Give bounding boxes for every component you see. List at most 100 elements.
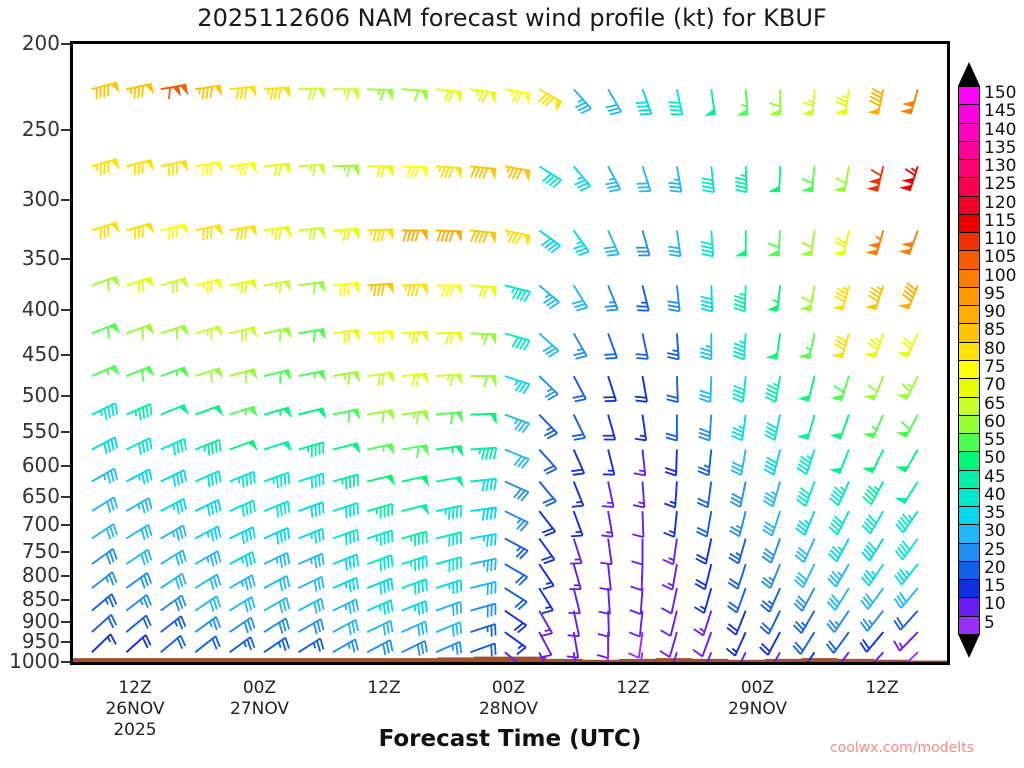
wind-barb <box>263 471 291 489</box>
barb-half <box>834 620 840 627</box>
wind-barb <box>91 613 118 633</box>
barb-full <box>694 582 706 591</box>
wind-barb <box>332 473 359 490</box>
wind-barb <box>229 368 258 383</box>
wind-barb <box>125 614 152 633</box>
wind-barb <box>263 596 291 614</box>
wind-barb <box>401 410 429 424</box>
wind-barb <box>195 84 223 100</box>
barb-full <box>700 241 713 246</box>
barb-staff <box>160 549 184 565</box>
barb-full <box>402 230 408 242</box>
wind-barb <box>829 481 850 506</box>
barb-full <box>279 371 282 384</box>
barb-half <box>546 387 553 393</box>
barb-full <box>211 638 218 650</box>
barb-full <box>445 332 450 345</box>
wind-barb <box>672 652 678 662</box>
wind-barb <box>160 159 189 176</box>
barb-pennant <box>897 303 911 310</box>
wind-barb <box>694 563 713 591</box>
barb-full <box>424 621 428 633</box>
wind-barb <box>401 530 428 547</box>
barb-pennant <box>797 395 810 402</box>
wind-barb <box>728 538 747 565</box>
barb-half <box>738 425 745 430</box>
colorbar-under-arrow <box>958 634 980 658</box>
barb-full <box>662 558 674 566</box>
barb-full <box>482 231 489 244</box>
colorbar-tick-label: 30 <box>984 521 1006 542</box>
wind-barb <box>401 555 428 572</box>
wind-barb <box>263 575 291 592</box>
barb-full <box>312 282 317 295</box>
barb-half <box>514 379 519 386</box>
wind-barb <box>504 537 529 560</box>
wind-barb <box>160 469 187 487</box>
barb-full <box>831 570 841 581</box>
barb-staff <box>607 538 613 565</box>
wind-barb <box>867 87 885 115</box>
barb-full <box>870 286 882 295</box>
barb-full <box>201 87 205 100</box>
barb-staff <box>706 651 713 662</box>
wind-barb <box>297 575 325 592</box>
barb-pennant <box>110 159 120 170</box>
barb-full <box>794 554 805 563</box>
colorbar-swatch <box>958 542 980 562</box>
colorbar-tick-label: 25 <box>984 539 1006 560</box>
wind-barb <box>435 504 463 520</box>
barb-full <box>762 576 773 586</box>
y-tick-label: 250 <box>21 116 60 141</box>
barb-staff <box>435 331 463 335</box>
barb-full <box>108 550 115 563</box>
barb-pennant <box>421 373 429 385</box>
wind-barb <box>435 600 463 617</box>
wind-barb <box>840 651 850 662</box>
barb-full <box>317 578 321 590</box>
barb-full <box>634 395 647 399</box>
barb-staff <box>769 563 781 589</box>
barb-full <box>110 614 118 626</box>
barb-full <box>239 164 244 176</box>
barb-full <box>147 549 153 561</box>
x-tick-date: 27NOV <box>229 699 290 719</box>
wind-barb <box>825 631 850 654</box>
wind-barb <box>504 332 531 351</box>
barb-full <box>494 581 497 594</box>
barb-half <box>243 641 247 648</box>
wind-barb <box>864 333 885 359</box>
barb-half <box>770 491 777 496</box>
barb-full <box>377 374 381 386</box>
wind-barb <box>861 510 885 535</box>
barb-full <box>347 623 352 635</box>
barb-full <box>792 624 803 634</box>
wind-barb <box>727 587 747 614</box>
wind-barb <box>801 89 816 116</box>
barb-pennant <box>179 84 189 96</box>
barb-pennant <box>800 185 813 193</box>
barb-full <box>485 508 490 521</box>
barb-full <box>180 615 187 628</box>
colorbar-swatch <box>958 560 980 581</box>
barb-full <box>545 347 557 355</box>
barb-full <box>860 599 869 610</box>
barb-half <box>910 167 917 173</box>
barb-half <box>478 448 482 455</box>
wind-barb <box>91 436 119 455</box>
wind-barb <box>768 89 782 116</box>
barb-staff <box>606 652 610 662</box>
barb-full <box>901 293 912 302</box>
wind-barb <box>401 283 428 297</box>
barb-full <box>698 427 711 434</box>
barb-full <box>347 410 351 423</box>
barb-full <box>515 91 523 103</box>
barb-full <box>859 621 869 632</box>
wind-barb <box>194 367 224 383</box>
barb-full <box>862 495 872 506</box>
barb-full <box>835 177 847 184</box>
barb-full <box>517 457 526 468</box>
barb-staff <box>125 497 150 512</box>
barb-pennant <box>765 352 778 360</box>
wind-barb <box>834 89 850 116</box>
